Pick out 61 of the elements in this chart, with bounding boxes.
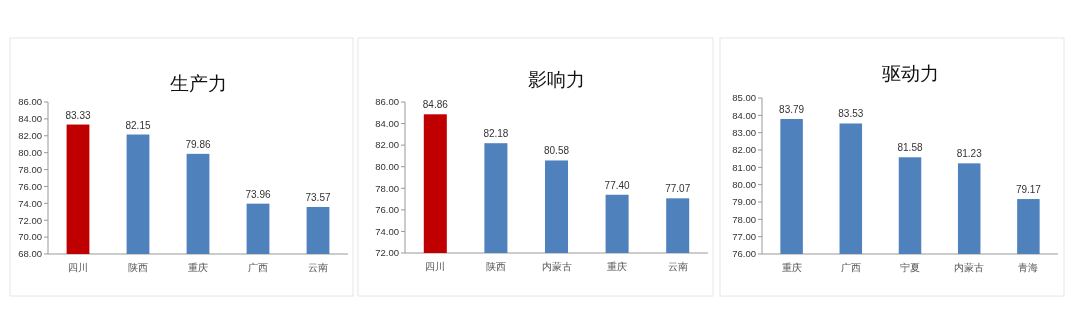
y-tick-label: 82.00 bbox=[375, 139, 399, 151]
y-tick-label: 79.00 bbox=[732, 196, 756, 208]
y-tick-label: 70.00 bbox=[18, 231, 42, 243]
y-tick-label: 80.00 bbox=[375, 161, 399, 173]
data-label: 82.15 bbox=[125, 119, 151, 131]
data-label: 77.40 bbox=[604, 179, 631, 191]
x-tick-label: 重庆 bbox=[607, 261, 628, 272]
y-tick-label: 86.00 bbox=[18, 96, 42, 108]
y-tick-label: 72.00 bbox=[375, 247, 399, 259]
y-tick-label: 86.00 bbox=[375, 96, 399, 108]
y-tick-label: 74.00 bbox=[18, 197, 42, 209]
y-tick-label: 80.00 bbox=[732, 178, 756, 190]
data-label: 77.07 bbox=[665, 183, 691, 195]
y-tick-label: 77.00 bbox=[732, 230, 756, 242]
y-tick-label: 76.00 bbox=[375, 204, 399, 216]
y-tick-label: 72.00 bbox=[18, 214, 42, 226]
x-tick-label: 陕西 bbox=[128, 262, 148, 273]
chart-title: 驱动力 bbox=[881, 62, 939, 84]
x-tick-label: 内蒙古 bbox=[954, 262, 985, 273]
y-tick-label: 85.00 bbox=[732, 92, 756, 104]
x-tick-label: 重庆 bbox=[781, 262, 802, 273]
x-tick-label: 云南 bbox=[667, 261, 688, 272]
chart-title: 生产力 bbox=[169, 72, 227, 94]
data-label: 80.58 bbox=[543, 145, 570, 157]
y-tick-label: 84.00 bbox=[18, 113, 42, 125]
x-tick-label: 重庆 bbox=[188, 262, 208, 273]
y-tick-label: 68.00 bbox=[18, 248, 42, 260]
x-tick-label: 宁夏 bbox=[900, 262, 920, 273]
y-tick-label: 78.00 bbox=[375, 182, 399, 194]
data-label: 83.53 bbox=[838, 108, 864, 120]
data-label: 83.33 bbox=[65, 109, 91, 121]
data-label: 79.17 bbox=[1015, 184, 1042, 196]
x-tick-label: 广西 bbox=[248, 262, 268, 273]
x-tick-label: 四川 bbox=[68, 262, 88, 273]
x-tick-label: 内蒙古 bbox=[541, 261, 572, 272]
data-label: 81.58 bbox=[897, 142, 923, 154]
x-tick-label: 广西 bbox=[840, 262, 861, 273]
data-label: 79.86 bbox=[185, 138, 211, 150]
y-tick-label: 84.00 bbox=[375, 117, 399, 129]
y-tick-label: 84.00 bbox=[732, 109, 756, 121]
x-tick-label: 青海 bbox=[1018, 262, 1039, 273]
x-tick-label: 云南 bbox=[308, 262, 328, 273]
y-tick-label: 80.00 bbox=[18, 146, 42, 158]
data-label: 73.96 bbox=[245, 188, 271, 200]
data-label: 84.86 bbox=[422, 99, 449, 111]
y-tick-label: 81.00 bbox=[732, 161, 756, 173]
y-tick-label: 76.00 bbox=[732, 248, 756, 260]
y-tick-label: 78.00 bbox=[18, 163, 42, 175]
y-tick-label: 78.00 bbox=[732, 213, 756, 225]
x-tick-label: 陕西 bbox=[485, 261, 506, 272]
data-label: 81.23 bbox=[956, 148, 983, 160]
data-label: 83.79 bbox=[779, 103, 805, 115]
y-tick-label: 82.00 bbox=[732, 144, 756, 156]
y-tick-label: 82.00 bbox=[18, 130, 42, 142]
x-tick-label: 四川 bbox=[425, 261, 446, 272]
y-tick-label: 74.00 bbox=[375, 225, 399, 237]
y-tick-label: 83.00 bbox=[732, 126, 756, 138]
data-label: 73.57 bbox=[305, 191, 331, 203]
y-tick-label: 76.00 bbox=[18, 180, 42, 192]
chart-title: 影响力 bbox=[528, 68, 585, 90]
data-label: 82.18 bbox=[483, 128, 509, 140]
